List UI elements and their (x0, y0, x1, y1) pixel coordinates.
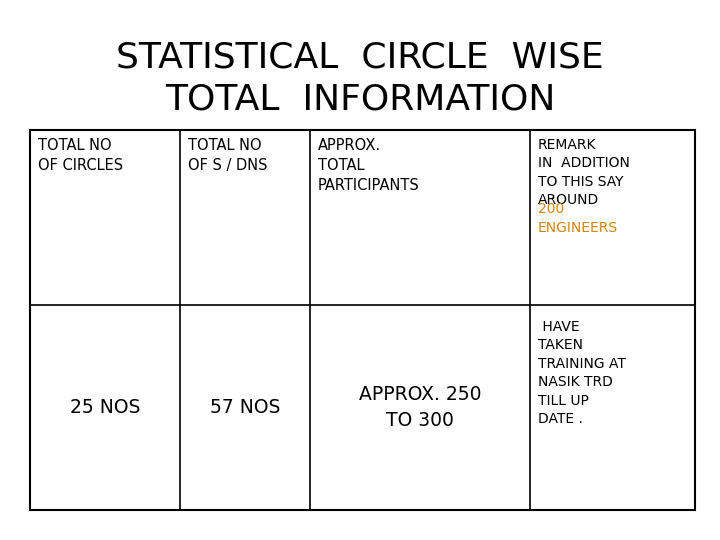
Text: TOTAL NO
OF CIRCLES: TOTAL NO OF CIRCLES (38, 138, 123, 173)
Text: TOTAL NO
OF S / DNS: TOTAL NO OF S / DNS (188, 138, 268, 173)
Text: STATISTICAL  CIRCLE  WISE: STATISTICAL CIRCLE WISE (116, 40, 604, 74)
Text: 57 NOS: 57 NOS (210, 398, 280, 417)
Text: APPROX. 250
TO 300: APPROX. 250 TO 300 (359, 386, 481, 429)
Text: REMARK
IN  ADDITION
TO THIS SAY
AROUND: REMARK IN ADDITION TO THIS SAY AROUND (538, 138, 630, 207)
Bar (30, 130, 695, 510)
Text: TOTAL  INFORMATION: TOTAL INFORMATION (165, 82, 555, 116)
Text: 200
ENGINEERS: 200 ENGINEERS (538, 202, 618, 235)
Text: HAVE
TAKEN
TRAINING AT
NASIK TRD
TILL UP
DATE .: HAVE TAKEN TRAINING AT NASIK TRD TILL UP… (538, 320, 626, 426)
Text: APPROX.
TOTAL
PARTICIPANTS: APPROX. TOTAL PARTICIPANTS (318, 138, 420, 193)
Text: 25 NOS: 25 NOS (70, 398, 140, 417)
